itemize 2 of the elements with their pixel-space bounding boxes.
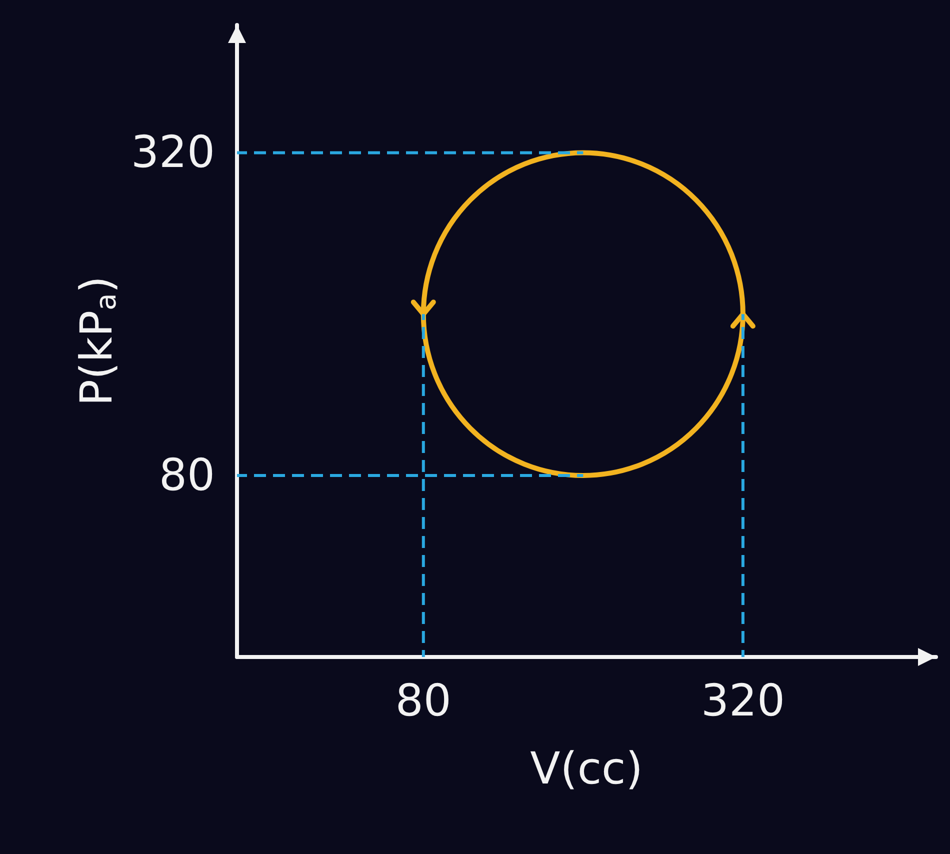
x-axis-title: V(cc)	[530, 744, 643, 794]
y-axis-title: P(kPa)	[72, 276, 123, 406]
